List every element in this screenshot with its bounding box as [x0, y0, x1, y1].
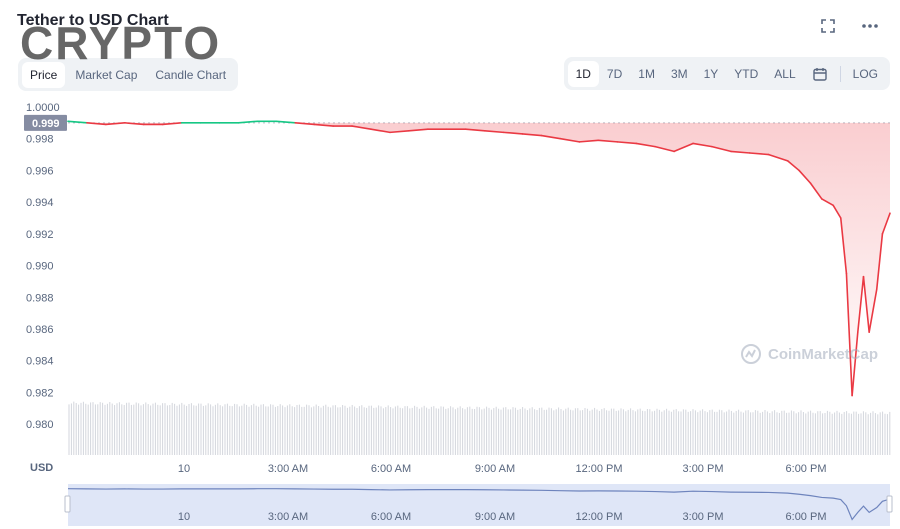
price-line-segment [578, 139, 600, 143]
range-ytd[interactable]: YTD [734, 66, 759, 81]
range-1y[interactable]: 1Y [703, 66, 719, 81]
price-line-segment [881, 212, 891, 235]
price-line-segment [294, 122, 316, 126]
price-line-segment [711, 145, 732, 153]
price-line-segment [597, 139, 619, 143]
price-line-segment [635, 142, 656, 148]
y-tick-label: 0.994 [26, 197, 54, 209]
chart-title: Tether to USD Chart [17, 12, 169, 29]
price-line-segment [851, 331, 859, 397]
price-line-segment [821, 198, 834, 207]
tab-market-cap[interactable]: Market Cap [75, 67, 138, 82]
price-line-segment [857, 275, 865, 333]
price-line-segment [862, 275, 870, 333]
price-line-segment [673, 142, 694, 153]
watermark-brand-label: CoinMarketCap [768, 345, 879, 363]
chart-type-tabs: Price Market Cap Candle Chart [18, 58, 239, 91]
reference-price-badge [24, 114, 67, 131]
y-tick-label: 0.982 [26, 387, 54, 399]
y-tick-label: 0.988 [26, 292, 54, 304]
price-line-segment [351, 125, 372, 130]
y-tick-label: 0.996 [26, 165, 54, 177]
price-line-segment [749, 152, 770, 156]
navigator-tick-label: 12:00 PM [575, 511, 622, 523]
log-toggle[interactable]: LOG [852, 66, 878, 81]
navigator-tick-label: 3:00 PM [683, 511, 724, 523]
x-tick-label: 6:00 AM [371, 463, 411, 475]
reference-price-value: 0.999 [32, 118, 60, 130]
price-line-segment [845, 272, 853, 397]
calendar-icon[interactable] [812, 67, 827, 81]
time-range-selector: 1D 7D 1M 3M 1Y YTD ALL LOG [563, 57, 890, 90]
range-1d[interactable]: 1D [567, 60, 599, 87]
price-area-fill [68, 122, 890, 396]
x-tick-label: 12:00 PM [575, 463, 622, 475]
price-line-segment [124, 122, 145, 126]
range-3m[interactable]: 3M [670, 66, 688, 81]
price-line-segment [809, 182, 823, 200]
price-line-segment [868, 288, 878, 333]
y-tick-label: 0.984 [26, 356, 54, 368]
coinmarketcap-logo-icon [741, 344, 761, 364]
price-line-segment [730, 150, 751, 154]
price-line-segment [161, 122, 183, 126]
price-line-segment [616, 141, 638, 145]
price-line-segment [275, 120, 297, 124]
coinmarketcap-watermark: CoinMarketCap [740, 343, 878, 365]
x-tick-label: 3:00 PM [683, 463, 724, 475]
price-line-segment [875, 233, 884, 291]
x-tick-label: 9:00 AM [475, 463, 515, 475]
range-divider [839, 65, 841, 82]
navigator-tick-label: 6:00 PM [786, 511, 827, 523]
price-line-segment [313, 123, 334, 127]
tab-candle-chart[interactable]: Candle Chart [155, 67, 227, 82]
y-axis-unit-label: USD [30, 462, 53, 474]
price-line-segment [839, 217, 848, 275]
price-line-segment [786, 160, 800, 172]
price-line-segment [832, 204, 842, 219]
price-line-segment [408, 128, 429, 132]
price-line-segment [502, 131, 524, 135]
price-line-segment [67, 120, 88, 124]
y-tick-label: 0.986 [26, 324, 54, 336]
price-line-segment [559, 137, 581, 143]
x-tick-label: 10 [178, 463, 190, 475]
price-line-segment [105, 122, 126, 126]
x-tick-label: 3:00 AM [268, 463, 308, 475]
price-line-segment [86, 122, 107, 126]
navigator-tick-label: 6:00 AM [371, 511, 411, 523]
y-tick-label: 1.0000 [26, 102, 60, 114]
y-tick-label: 0.980 [26, 419, 54, 431]
range-all[interactable]: ALL [774, 66, 796, 81]
price-line-segment [521, 133, 543, 137]
range-1m[interactable]: 1M [638, 66, 655, 81]
fullscreen-icon[interactable] [818, 18, 838, 38]
tab-price[interactable]: Price [22, 61, 66, 88]
navigator-handle-left [64, 495, 71, 513]
navigator-handle-right [886, 495, 893, 513]
price-line-segment [654, 145, 675, 153]
price-line-segment [798, 169, 812, 184]
price-line-segment [767, 153, 789, 162]
price-line-segment [237, 120, 259, 124]
y-tick-label: 0.990 [26, 261, 54, 273]
price-line-segment [692, 142, 713, 148]
navigator-tick-label: 3:00 AM [268, 511, 308, 523]
price-line-segment [389, 129, 410, 134]
chart-actions [818, 18, 880, 38]
price-line-segment [540, 134, 562, 140]
navigator-tick-label: 10 [178, 511, 190, 523]
more-icon[interactable] [860, 18, 880, 38]
range-7d[interactable]: 7D [606, 66, 623, 81]
price-line-segment [464, 128, 486, 132]
navigator-background [68, 484, 890, 526]
x-tick-label: 6:00 PM [786, 463, 827, 475]
price-line-segment [370, 128, 391, 134]
price-line-segment [483, 129, 505, 134]
navigator-tick-label: 9:00 AM [475, 511, 515, 523]
y-tick-label: 0.998 [26, 134, 54, 146]
navigator-line [67, 488, 891, 521]
y-tick-label: 0.992 [26, 229, 54, 241]
